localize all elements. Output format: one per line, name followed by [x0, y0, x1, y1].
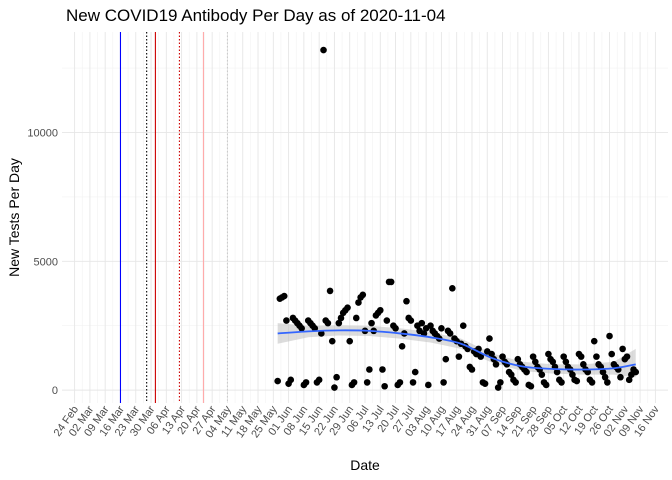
data-point	[387, 278, 395, 286]
data-point	[344, 304, 351, 311]
data-point	[438, 324, 445, 332]
data-point	[318, 330, 325, 337]
data-point	[411, 368, 419, 376]
data-point	[396, 379, 404, 386]
data-point	[440, 379, 447, 386]
data-point	[545, 350, 552, 358]
data-point	[368, 319, 375, 327]
data-point	[398, 343, 406, 350]
data-point	[298, 324, 305, 332]
data-point	[376, 306, 384, 314]
y-axis-title: New Tests Per Day	[6, 158, 22, 277]
data-point	[623, 353, 631, 360]
data-point	[283, 317, 290, 324]
data-point	[481, 380, 489, 387]
data-point	[335, 319, 343, 327]
data-point	[477, 353, 485, 360]
data-point	[326, 287, 334, 295]
data-point	[606, 332, 613, 340]
data-point	[588, 379, 596, 386]
data-point	[608, 350, 616, 358]
data-point	[632, 368, 640, 376]
data-point	[542, 381, 550, 389]
x-axis-title: Date	[350, 457, 380, 473]
data-point	[324, 319, 332, 327]
data-point	[590, 337, 598, 345]
chart-title: New COVID19 Antibody Per Day as of 2020-…	[66, 6, 446, 25]
data-point	[442, 355, 450, 363]
data-point	[280, 292, 288, 300]
data-point	[355, 299, 362, 306]
data-point	[383, 317, 391, 324]
data-point	[604, 379, 611, 386]
data-point	[584, 368, 591, 376]
data-point	[420, 330, 428, 337]
data-point	[617, 373, 624, 381]
data-point	[577, 353, 585, 360]
data-point	[499, 353, 506, 360]
data-point	[497, 379, 504, 386]
data-point	[333, 373, 340, 381]
data-point	[492, 361, 500, 368]
data-point	[580, 361, 587, 368]
data-point	[523, 368, 530, 376]
data-point	[573, 377, 581, 385]
data-point	[363, 379, 371, 386]
data-point	[418, 319, 426, 327]
data-point	[302, 379, 310, 386]
data-point	[381, 382, 388, 390]
data-point	[392, 324, 399, 332]
y-tick-label: 10000	[27, 127, 58, 139]
data-point	[403, 297, 410, 305]
data-point	[366, 366, 373, 373]
data-point	[409, 379, 417, 386]
data-point	[599, 368, 607, 376]
data-point	[320, 46, 327, 54]
data-point	[337, 314, 345, 322]
data-point	[315, 376, 323, 384]
data-point	[311, 324, 319, 332]
data-point	[427, 322, 434, 330]
data-point	[538, 371, 546, 378]
data-point	[549, 358, 557, 366]
data-point	[359, 291, 367, 299]
data-point	[331, 384, 338, 391]
data-point	[494, 384, 502, 391]
data-point	[486, 335, 493, 342]
data-point	[407, 317, 415, 324]
data-point	[350, 379, 358, 386]
data-point	[529, 353, 537, 360]
data-point	[527, 382, 535, 390]
data-point	[569, 371, 576, 378]
data-point	[379, 366, 386, 373]
data-point	[560, 353, 567, 360]
data-point	[274, 377, 281, 385]
data-point	[455, 353, 463, 360]
y-tick-label: 5000	[34, 256, 58, 268]
data-point	[619, 345, 626, 353]
data-point	[625, 376, 633, 384]
data-point	[425, 381, 432, 389]
data-point	[352, 314, 360, 322]
y-tick-label: 0	[52, 385, 58, 397]
data-point	[593, 353, 600, 360]
data-point	[514, 355, 522, 363]
smooth-trend-line	[277, 329, 636, 371]
data-point	[553, 368, 561, 376]
data-point	[287, 376, 295, 384]
data-point	[512, 379, 519, 386]
data-point	[459, 322, 467, 330]
data-point	[507, 371, 515, 378]
data-point	[446, 330, 454, 337]
data-point	[328, 337, 336, 345]
data-point	[558, 379, 565, 386]
data-point	[449, 285, 456, 292]
data-point	[468, 366, 476, 373]
data-point	[531, 358, 539, 366]
data-point	[562, 358, 570, 366]
data-point	[488, 350, 495, 358]
data-point	[601, 373, 609, 381]
data-point	[346, 337, 354, 345]
